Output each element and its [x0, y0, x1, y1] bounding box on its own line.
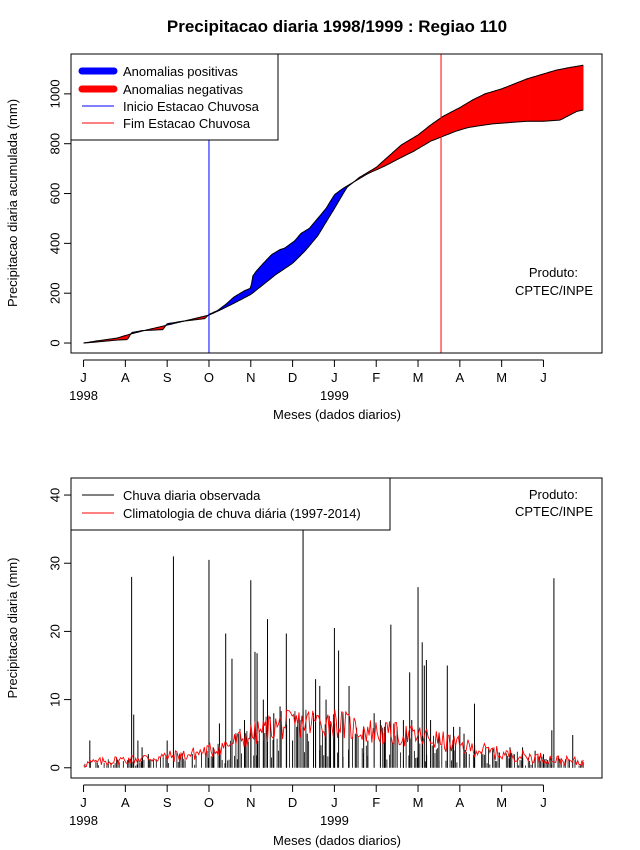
climatology-daily-line — [83, 709, 584, 768]
y-tick-label: 10 — [48, 692, 63, 706]
legend-label-climatology: Climatologia de chuva diária (1997-2014) — [123, 506, 361, 521]
year-label: 1999 — [320, 813, 349, 828]
top-y-axis-title: Precipitacao diaria acumulada (mm) — [5, 99, 20, 307]
x-tick-label: J — [80, 370, 87, 385]
y-tick-label: 20 — [48, 624, 63, 638]
x-tick-label: J — [331, 370, 338, 385]
top-ticks: 0 200 400 600 800 1000 J A S O N D J F M A M J 1998 1999 — [48, 79, 547, 403]
x-tick-label: A — [456, 795, 465, 810]
x-tick-label: D — [288, 795, 297, 810]
y-tick-label: 30 — [48, 556, 63, 570]
y-tick-label: 600 — [48, 183, 63, 205]
top-plot-frame — [70, 53, 603, 354]
x-tick-label: O — [204, 370, 214, 385]
observed-cumulative-line — [83, 109, 584, 344]
bottom-panel: 0 10 20 30 40 J A S O N D J F M A M J 1998 1999 Meses (dad… — [5, 477, 603, 848]
year-label: 1999 — [320, 388, 349, 403]
bottom-product-source: CPTEC/INPE — [515, 504, 593, 519]
x-tick-label: J — [331, 795, 338, 810]
legend-label-observed: Chuva diaria observada — [123, 488, 261, 503]
x-tick-label: O — [204, 795, 214, 810]
y-tick-label: 0 — [48, 764, 63, 771]
y-tick-label: 40 — [48, 488, 63, 502]
y-tick-label: 200 — [48, 282, 63, 304]
top-panel: 0 200 400 600 800 1000 J A S O N D J F M A M J 1998 1999 Me… — [5, 53, 603, 422]
x-tick-label: F — [372, 795, 380, 810]
x-tick-label: M — [413, 795, 424, 810]
bottom-ticks: 0 10 20 30 40 J A S O N D J F M A M J 1998 1999 — [48, 488, 547, 828]
top-x-axis-title: Meses (dados diarios) — [273, 407, 401, 422]
legend-label-negative: Anomalias negativas — [123, 82, 243, 97]
y-tick-label: 400 — [48, 233, 63, 255]
x-tick-label: M — [413, 370, 424, 385]
legend-label-end: Fim Estacao Chuvosa — [123, 116, 251, 131]
legend-label-positive: Anomalias positivas — [123, 64, 238, 79]
x-tick-label: M — [496, 370, 507, 385]
legend-label-start: Inicio Estacao Chuvosa — [123, 99, 260, 114]
year-label: 1998 — [69, 388, 98, 403]
bottom-legend: Chuva diaria observada Climatologia de c… — [70, 477, 391, 531]
x-tick-label: N — [246, 370, 255, 385]
bottom-legend-box — [70, 477, 391, 531]
x-tick-label: M — [496, 795, 507, 810]
top-product-source: CPTEC/INPE — [515, 283, 593, 298]
x-tick-label: A — [121, 370, 130, 385]
bottom-plot-area — [83, 529, 584, 768]
x-tick-label: N — [246, 795, 255, 810]
y-tick-label: 800 — [48, 133, 63, 155]
anomaly-negative-segment — [581, 64, 584, 111]
x-tick-label: F — [372, 370, 380, 385]
x-tick-label: A — [456, 370, 465, 385]
x-tick-label: J — [540, 795, 547, 810]
y-tick-label: 0 — [48, 339, 63, 346]
bottom-product-label: Produto: — [529, 487, 578, 502]
x-tick-label: A — [121, 795, 130, 810]
climatology-cumulative-line — [83, 64, 584, 344]
year-label: 1998 — [69, 813, 98, 828]
x-tick-label: J — [80, 795, 87, 810]
bottom-y-axis-title: Precipitacao diaria (mm) — [5, 558, 20, 699]
bottom-x-axis-title: Meses (dados diarios) — [273, 833, 401, 848]
top-legend: Anomalias positivas Anomalias negativas … — [70, 53, 279, 141]
x-tick-label: D — [288, 370, 297, 385]
y-tick-label: 1000 — [48, 79, 63, 108]
x-tick-label: S — [163, 795, 172, 810]
x-tick-label: J — [540, 370, 547, 385]
x-tick-label: S — [163, 370, 172, 385]
figure-title: Precipitacao diaria 1998/1999 : Regiao 1… — [167, 17, 507, 36]
top-product-label: Produto: — [529, 265, 578, 280]
